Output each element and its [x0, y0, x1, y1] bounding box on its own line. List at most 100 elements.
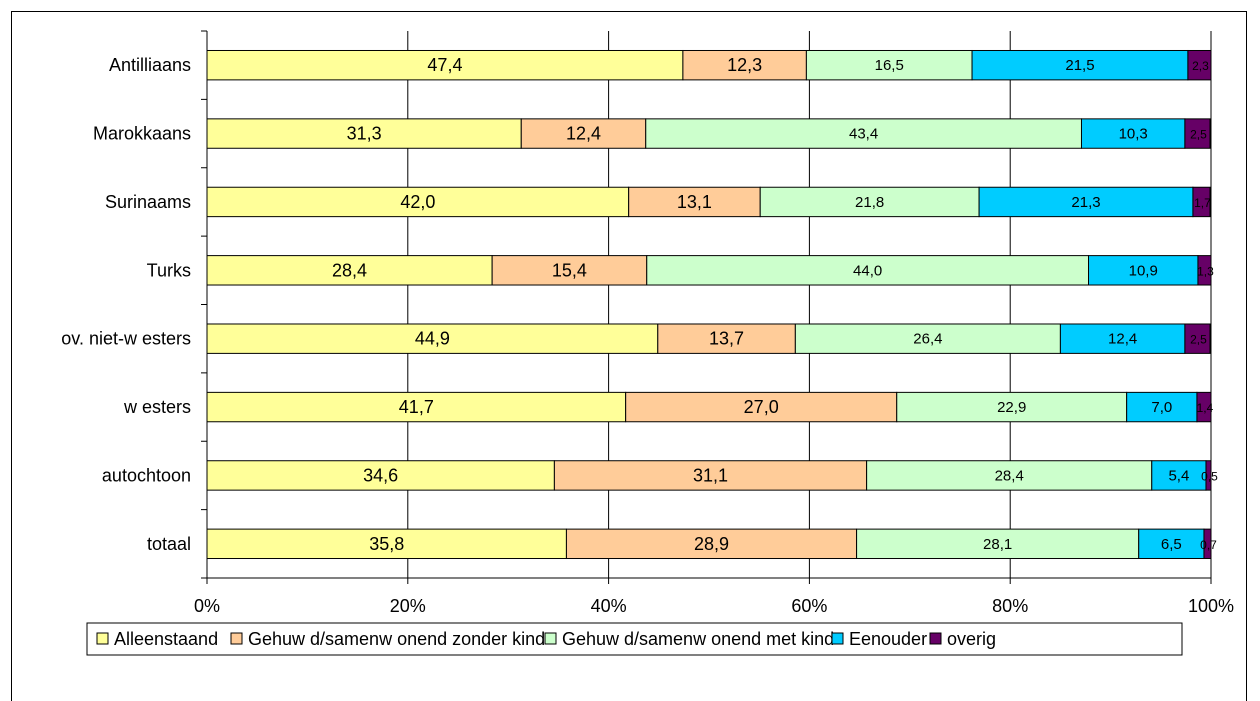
- bar-segment: [565, 528, 858, 560]
- data-label: 5,4: [1168, 467, 1189, 484]
- data-label: 15,4: [552, 260, 587, 280]
- bar-segment: [1059, 323, 1186, 354]
- category-label: ov. niet-w esters: [61, 329, 191, 349]
- data-label: 43,4: [849, 126, 878, 143]
- x-tick-label: 60%: [791, 596, 827, 616]
- bar-segment: [794, 323, 1061, 354]
- bar-segment: [1192, 186, 1211, 218]
- bar-segment: [978, 186, 1194, 218]
- data-label: 13,7: [709, 329, 744, 349]
- legend-swatch: [831, 632, 844, 645]
- legend-label: Gehuw d/samenw onend met kind: [562, 629, 834, 649]
- data-label: 2,5: [1190, 333, 1207, 347]
- bar-segment: [1196, 391, 1212, 423]
- data-label: 1,4: [1197, 401, 1214, 415]
- data-label: 2,5: [1190, 128, 1207, 142]
- legend-label: Alleenstaand: [114, 629, 218, 649]
- data-label: 12,4: [1108, 331, 1137, 348]
- bar-segment: [805, 49, 973, 81]
- bar-segment: [206, 49, 684, 81]
- bar-segment: [971, 49, 1189, 81]
- data-label: 27,0: [744, 397, 779, 417]
- legend-swatch: [230, 632, 243, 645]
- legend-swatch: [96, 632, 109, 645]
- x-tick-label: 80%: [992, 596, 1028, 616]
- data-label: 35,8: [369, 534, 404, 554]
- bar-segment: [682, 49, 807, 81]
- data-label: 44,0: [853, 262, 882, 279]
- data-label: 2,3: [1192, 59, 1209, 73]
- bar-segment: [1126, 391, 1198, 423]
- category-label: Surinaams: [105, 192, 191, 212]
- bar-segment: [646, 255, 1090, 286]
- data-label: 42,0: [400, 192, 435, 212]
- bar-segment: [1197, 255, 1212, 286]
- data-label: 28,9: [694, 534, 729, 554]
- data-label: 12,4: [566, 124, 601, 144]
- bar-segment: [206, 186, 630, 218]
- bar-segment: [1187, 49, 1212, 81]
- data-label: 47,4: [427, 55, 462, 75]
- bar-segment: [520, 118, 647, 149]
- category-label: Marokkaans: [93, 124, 191, 144]
- bar-segment: [1184, 323, 1211, 354]
- data-label: 22,9: [997, 399, 1026, 416]
- bar-segment: [206, 460, 555, 491]
- data-label: 21,5: [1065, 57, 1094, 74]
- data-label: 13,1: [677, 192, 712, 212]
- bar-segment: [553, 460, 868, 491]
- x-tick-label: 0%: [194, 596, 220, 616]
- data-label: 0,5: [1201, 469, 1218, 483]
- data-label: 1,7: [1194, 196, 1211, 210]
- data-label: 16,5: [875, 57, 904, 74]
- data-label: 1,3: [1197, 264, 1214, 278]
- data-label: 10,9: [1129, 262, 1158, 279]
- data-label: 44,9: [415, 329, 450, 349]
- category-label: autochtoon: [102, 465, 191, 485]
- gridlines: [407, 31, 1212, 578]
- category-label: totaal: [147, 534, 191, 554]
- bar-segment: [1151, 460, 1207, 491]
- data-label: 28,1: [983, 536, 1012, 553]
- x-tick-label: 100%: [1188, 596, 1234, 616]
- bar-segment: [645, 118, 1082, 149]
- data-label: 21,3: [1071, 194, 1100, 211]
- legend-swatch: [544, 632, 557, 645]
- data-label: 6,5: [1161, 536, 1182, 553]
- bar-segment: [206, 528, 567, 560]
- data-label: 21,8: [855, 194, 884, 211]
- bar-segment: [625, 391, 898, 423]
- x-tick-label: 40%: [591, 596, 627, 616]
- data-label: 0,7: [1200, 538, 1217, 552]
- data-label: 34,6: [363, 465, 398, 485]
- data-label: 31,3: [347, 124, 382, 144]
- legend: Alleenstaand Gehuw d/samenw onend zonder …: [86, 622, 1183, 656]
- bar-segment: [856, 528, 1140, 560]
- bar-segment: [1088, 255, 1199, 286]
- bar-segment: [1203, 528, 1212, 560]
- bar-segment: [1205, 460, 1212, 491]
- chart-frame: [11, 11, 1247, 701]
- data-label: 28,4: [332, 260, 367, 280]
- bar-segment: [1184, 118, 1211, 149]
- data-label: 28,4: [995, 467, 1024, 484]
- category-label: Turks: [147, 260, 191, 280]
- bar-segment: [1080, 118, 1186, 149]
- data-label: 26,4: [913, 331, 942, 348]
- legend-label: overig: [947, 629, 996, 649]
- data-label: 31,1: [693, 465, 728, 485]
- legend-swatch: [929, 632, 942, 645]
- bar-segment: [491, 255, 648, 286]
- x-tick-label: 20%: [390, 596, 426, 616]
- bar-segment: [759, 186, 980, 218]
- data-label: 7,0: [1151, 399, 1172, 416]
- bar-segment: [896, 391, 1128, 423]
- data-label: 41,7: [399, 397, 434, 417]
- bar-segment: [628, 186, 761, 218]
- category-label: w esters: [123, 397, 191, 417]
- bar-segment: [206, 323, 659, 354]
- legend-box: [86, 622, 1183, 656]
- legend-label: Gehuw d/samenw onend zonder kind: [248, 629, 545, 649]
- category-label: Antilliaans: [109, 55, 191, 75]
